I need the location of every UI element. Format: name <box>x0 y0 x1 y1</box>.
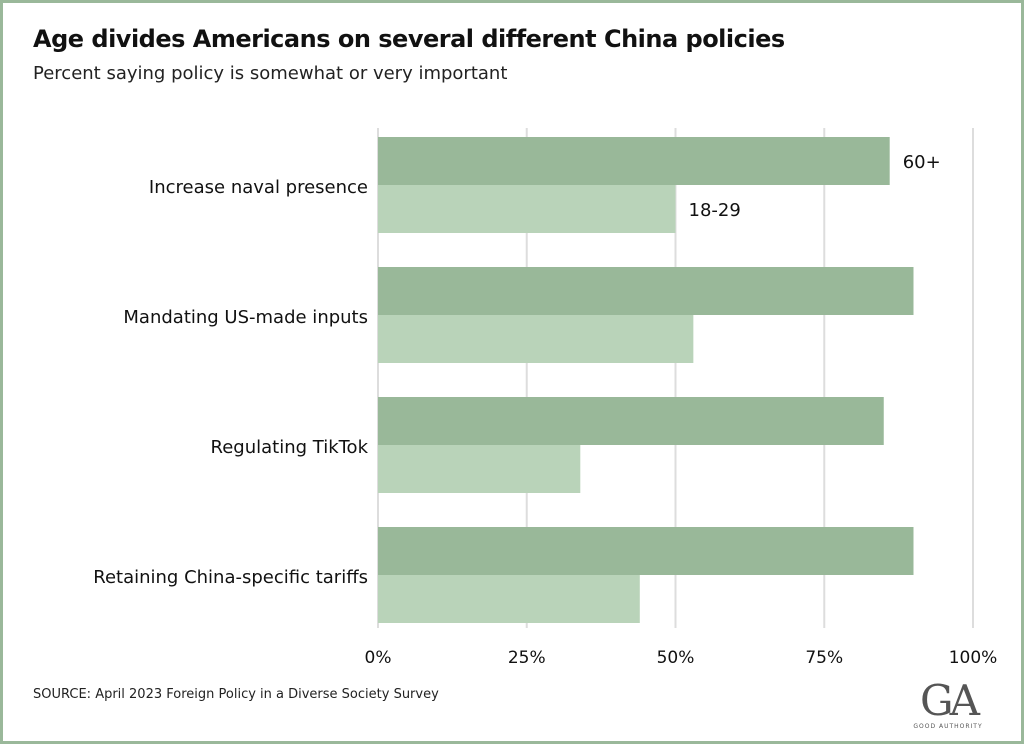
bar-chart: Increase naval presence Mandating US-made… <box>93 128 998 668</box>
category-label: Regulating TikTok <box>211 437 369 458</box>
bar-60-plus-2 <box>378 397 884 445</box>
x-tick-label: 25% <box>508 648 546 668</box>
bar-60-plus-3 <box>378 527 914 575</box>
logo-mark: GA <box>920 676 980 725</box>
bar-60-plus-0 <box>378 137 890 185</box>
x-tick-label: 50% <box>657 648 695 668</box>
bar-18-29-1 <box>378 315 694 363</box>
good-authority-logo: GA GOOD AUTHORITY <box>905 679 991 739</box>
category-label: Increase naval presence <box>149 177 368 198</box>
bar-18-29-3 <box>378 575 640 623</box>
x-tick-label: 100% <box>949 648 998 668</box>
series-label-60-plus: 60+ <box>903 152 941 173</box>
series-label-18-29: 18-29 <box>689 200 741 221</box>
bar-18-29-2 <box>378 445 581 493</box>
category-label: Mandating US-made inputs <box>123 307 368 328</box>
source-note: SOURCE: April 2023 Foreign Policy in a D… <box>33 687 439 702</box>
bar-60-plus-1 <box>378 267 914 315</box>
x-tick-label: 75% <box>805 648 843 668</box>
logo-wordmark: GOOD AUTHORITY <box>913 723 983 730</box>
category-label: Retaining China-specific tariffs <box>93 567 368 588</box>
bar-18-29-0 <box>378 185 676 233</box>
x-tick-label: 0% <box>365 648 392 668</box>
chart-subtitle: Percent saying policy is somewhat or ver… <box>33 63 508 84</box>
chart-title: Age divides Americans on several differe… <box>33 25 785 53</box>
